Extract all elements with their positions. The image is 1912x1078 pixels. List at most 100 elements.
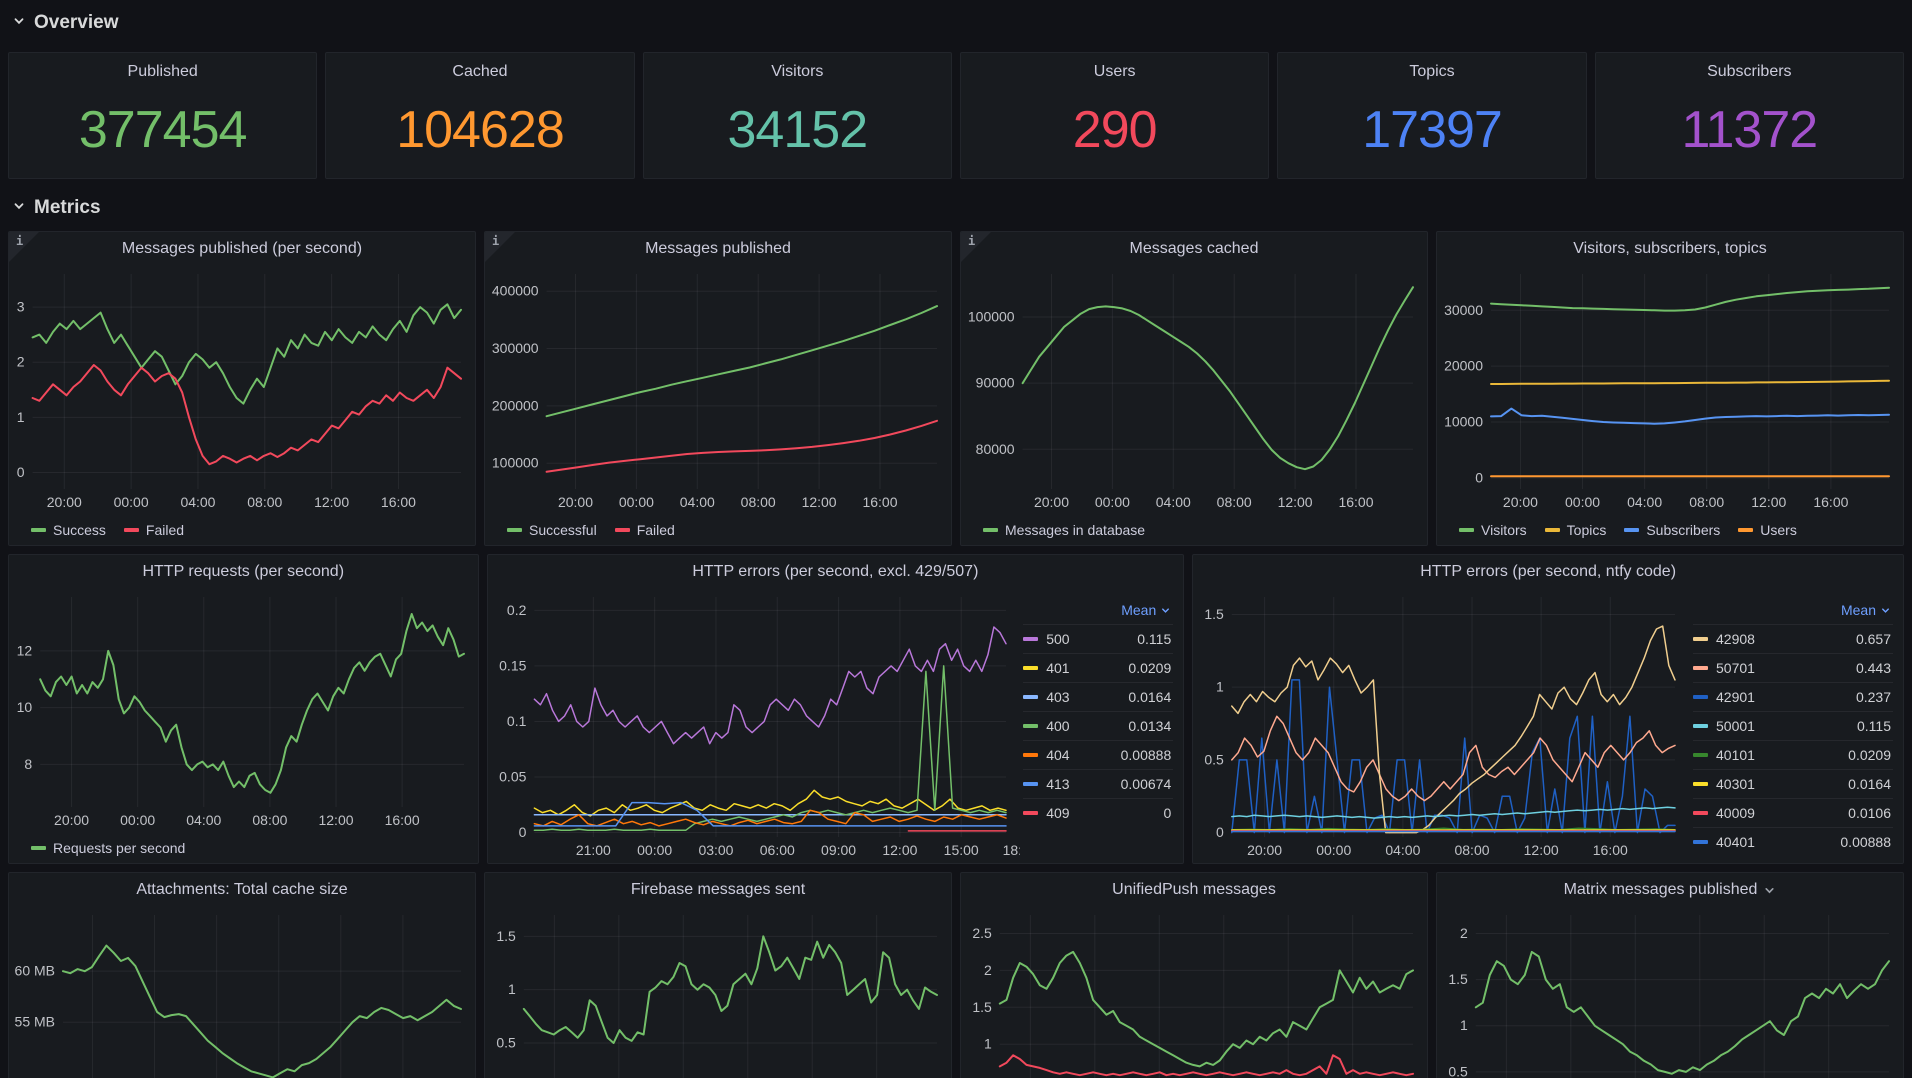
svg-text:80000: 80000 (976, 441, 1015, 457)
chart-messages-published-rate[interactable]: 0 1 2 3 20:00 00:00 04:00 08:00 12:00 16:00 (9, 266, 475, 515)
svg-text:12:00: 12:00 (802, 494, 837, 510)
legend-item-40101[interactable]: 40101 0.0209 (1693, 740, 1893, 769)
legend-item-requests-per-second[interactable]: Requests per second (31, 840, 185, 856)
legend-swatch (1023, 782, 1039, 786)
panel-title[interactable]: HTTP errors (per second, ntfy code) (1420, 563, 1677, 580)
legend-item-413[interactable]: 413 0.00674 (1023, 769, 1174, 798)
legend-item-400[interactable]: 400 0.0134 (1023, 711, 1174, 740)
svg-text:20:00: 20:00 (1503, 494, 1538, 510)
panel-title[interactable]: Visitors, subscribers, topics (1573, 240, 1767, 257)
chart-messages-published[interactable]: 100000 200000 300000 400000 20:00 00:00 04:00 0… (485, 266, 951, 515)
legend-swatch (1023, 695, 1039, 699)
legend-list: Success Failed (9, 515, 475, 545)
legend-item-success[interactable]: Success (31, 522, 106, 538)
legend-item-successful[interactable]: Successful (507, 522, 597, 538)
legend-item-visitors[interactable]: Visitors (1459, 522, 1527, 538)
panel-title[interactable]: Messages cached (1129, 240, 1259, 257)
stat-value: 290 (1072, 100, 1158, 159)
svg-text:04:00: 04:00 (1386, 842, 1421, 858)
chart-visitors-subscribers-topics[interactable]: 0 10000 20000 30000 20:00 00:00 04:00 08:00 12:0… (1437, 266, 1903, 515)
stat-panel-cached: Cached 104628 (325, 52, 635, 179)
legend-swatch (1693, 695, 1708, 699)
svg-text:00:00: 00:00 (619, 494, 654, 510)
legend-item-50001[interactable]: 50001 0.115 (1693, 711, 1893, 740)
panel-title[interactable]: HTTP errors (per second, excl. 429/507) (692, 563, 979, 580)
legend-swatch (1693, 637, 1708, 641)
stat-value: 17397 (1362, 100, 1503, 159)
legend-label: 40301 (1716, 776, 1755, 792)
legend-item-404[interactable]: 404 0.00888 (1023, 740, 1174, 769)
stat-value: 34152 (727, 100, 869, 159)
svg-text:0.2: 0.2 (506, 602, 526, 618)
panel-info-icon[interactable]: i (961, 232, 991, 262)
legend-item-topics[interactable]: Topics (1544, 522, 1606, 538)
legend-item-42901[interactable]: 42901 0.237 (1693, 682, 1893, 711)
panel-title[interactable]: Messages published (645, 240, 791, 257)
panel-header: Firebase messages sent (485, 873, 951, 907)
legend-label: 500 (1046, 631, 1070, 647)
legend-item-messages-in-database[interactable]: Messages in database (983, 522, 1145, 538)
chart-http-errors-rate[interactable]: 0 0.05 0.1 0.15 0.2 21:00 00:00 03:00 06:00 09:00… (488, 589, 1020, 863)
legend-swatch (1023, 724, 1039, 728)
chart-plot[interactable]: 0 0.05 0.1 0.15 0.2 21:00 00:00 03:00 06:00 09:00… (488, 589, 1020, 863)
panel-header: Messages published (per second) (9, 232, 475, 266)
panel-title[interactable]: Firebase messages sent (630, 881, 806, 898)
stat-value: 11372 (1681, 100, 1818, 159)
chart-messages-cached[interactable]: 80000 90000 100000 20:00 00:00 04:00 08:00 12:0… (961, 266, 1427, 515)
svg-text:200000: 200000 (492, 397, 539, 413)
legend-sort-mean[interactable]: Mean (1023, 599, 1173, 624)
legend-item-409[interactable]: 409 0 (1023, 798, 1174, 827)
svg-text:2: 2 (1460, 925, 1468, 941)
chart-plot[interactable]: 0 10000 20000 30000 20:00 00:00 04:00 08:00 12:0… (1437, 266, 1903, 515)
legend-item-50701[interactable]: 50701 0.443 (1693, 653, 1893, 682)
legend-mean-value: 0.657 (1855, 631, 1891, 647)
chart-plot[interactable]: 100000 200000 300000 400000 20:00 00:00 04:00 0… (485, 266, 951, 515)
panel-info-icon[interactable]: i (9, 232, 39, 262)
panel-title[interactable]: Matrix messages published (1564, 881, 1777, 899)
chart-panel-messages-published: i Messages published 100000 200000 300000 400… (484, 231, 952, 546)
legend-item-failed[interactable]: Failed (123, 522, 184, 538)
chart-plot[interactable]: 8 10 12 20:00 00:00 04:00 08:00 12:00 16:00 (9, 589, 478, 833)
stat-title: Topics (1409, 63, 1455, 80)
legend-item-40401[interactable]: 40401 0.00888 (1693, 827, 1893, 849)
svg-text:04:00: 04:00 (680, 494, 715, 510)
panel-title[interactable]: Attachments: Total cache size (136, 881, 348, 898)
stat-panel-topics: Topics 17397 (1277, 52, 1587, 179)
svg-text:12: 12 (17, 642, 33, 658)
legend-item-42908[interactable]: 42908 0.657 (1693, 624, 1893, 653)
panel-header: Matrix messages published (1437, 873, 1903, 907)
legend-label: Requests per second (53, 840, 186, 856)
panel-title[interactable]: UnifiedPush messages (1112, 881, 1276, 898)
section-header-metrics[interactable]: Metrics (12, 197, 1904, 219)
section-header-overview[interactable]: Overview (12, 12, 1904, 34)
legend-item-users[interactable]: Users (1738, 522, 1797, 538)
panel-title[interactable]: HTTP requests (per second) (142, 563, 345, 580)
legend-item-40301[interactable]: 40301 0.0164 (1693, 769, 1893, 798)
chart-http-requests-rate[interactable]: 8 10 12 20:00 00:00 04:00 08:00 12:00 16:00 (9, 589, 478, 833)
legend-item-500[interactable]: 500 0.115 (1023, 624, 1174, 653)
chart-plot[interactable]: 0 1 2 3 20:00 00:00 04:00 08:00 12:00 16:00 (9, 266, 475, 515)
chart-plot[interactable]: 0 0.5 1 1.5 20:00 00:00 04:00 08:00 12:00 16:00 (1193, 589, 1689, 863)
legend-swatch (1459, 528, 1474, 532)
chart-http-errors-ntfy[interactable]: 0 0.5 1 1.5 20:00 00:00 04:00 08:00 12:00 16:00 (1193, 589, 1689, 863)
legend-sort-mean[interactable]: Mean (1693, 599, 1893, 624)
panel-title[interactable]: Messages published (per second) (121, 240, 363, 257)
legend-item-subscribers[interactable]: Subscribers (1624, 522, 1720, 538)
panel-info-icon[interactable]: i (485, 232, 515, 262)
legend-item-failed[interactable]: Failed (614, 522, 675, 538)
legend-item-40009[interactable]: 40009 0.0106 (1693, 798, 1893, 827)
legend-label: 42901 (1716, 689, 1755, 705)
legend-mean-value: 0.237 (1855, 689, 1891, 705)
legend-item-403[interactable]: 403 0.0164 (1023, 682, 1174, 711)
legend-item-401[interactable]: 401 0.0209 (1023, 653, 1174, 682)
chart-plot[interactable]: 80000 90000 100000 20:00 00:00 04:00 08:00 12:0… (961, 266, 1427, 515)
